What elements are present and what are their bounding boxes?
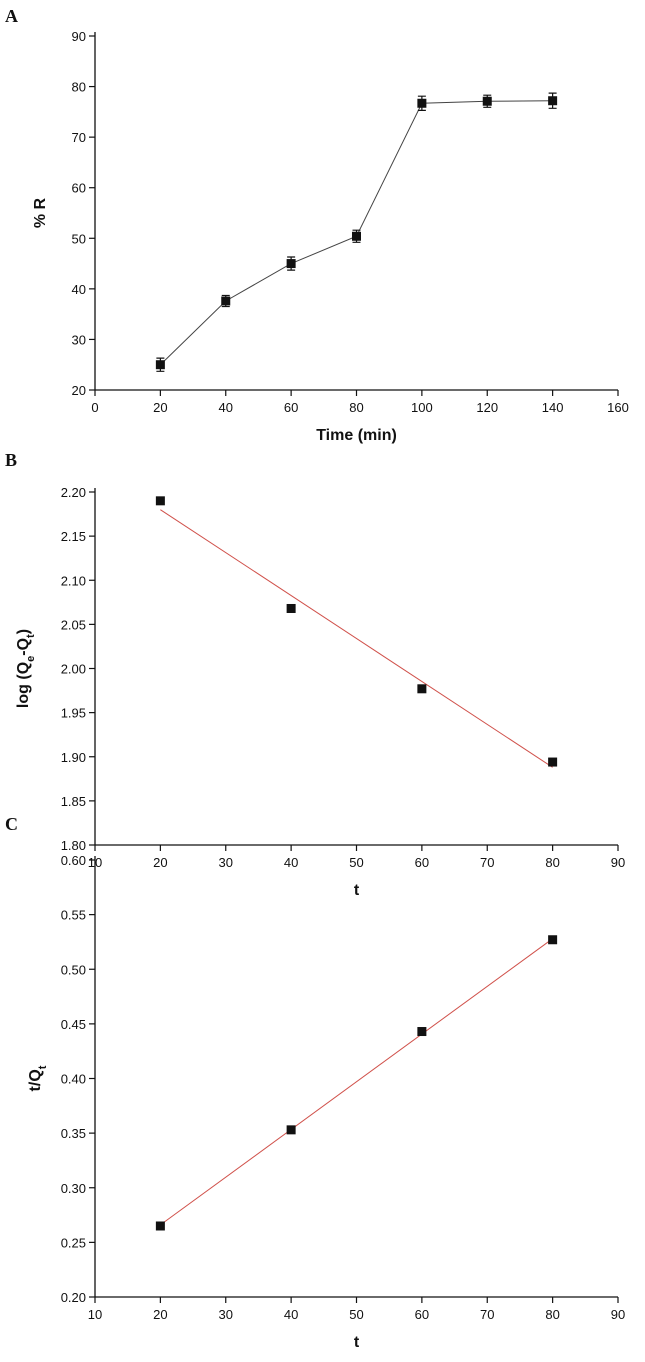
y-tick-label: 2.05 <box>61 617 86 632</box>
x-tick-label: 120 <box>476 400 498 415</box>
y-tick-label: 0.50 <box>61 962 86 977</box>
y-axis-title-part: t/Q <box>27 1069 44 1091</box>
y-axis-title-part: % R <box>32 197 49 228</box>
x-tick-label: 20 <box>153 855 167 870</box>
x-tick-label: 40 <box>219 400 233 415</box>
x-tick-label: 80 <box>349 400 363 415</box>
y-tick-label: 1.80 <box>61 838 86 853</box>
x-tick-label: 40 <box>284 855 298 870</box>
y-tick-label: 0.40 <box>61 1072 86 1087</box>
y-tick-label: 2.00 <box>61 662 86 677</box>
data-point <box>417 98 427 108</box>
x-tick-label: 60 <box>415 1307 429 1322</box>
x-tick-label: 140 <box>542 400 564 415</box>
data-point <box>482 96 492 106</box>
x-tick-label: 40 <box>284 1307 298 1322</box>
x-tick-label: 0 <box>91 400 98 415</box>
y-tick-label: 90 <box>72 29 86 44</box>
y-tick-label: 30 <box>72 332 86 347</box>
x-tick-label: 160 <box>607 400 629 415</box>
x-axis-title: t <box>354 882 360 899</box>
y-axis-title-part: t <box>25 634 37 638</box>
x-tick-label: 70 <box>480 855 494 870</box>
y-tick-label: 0.30 <box>61 1181 86 1196</box>
data-point <box>221 296 231 306</box>
x-tick-label: 30 <box>219 855 233 870</box>
y-tick-label: 2.20 <box>61 485 86 500</box>
y-tick-label: 70 <box>72 130 86 145</box>
x-tick-label: 20 <box>153 400 167 415</box>
x-tick-label: 90 <box>611 1307 625 1322</box>
x-tick-label: 60 <box>415 855 429 870</box>
y-tick-label: 20 <box>72 383 86 398</box>
y-tick-label: 2.10 <box>61 573 86 588</box>
y-tick-label: 0.60 <box>61 853 86 868</box>
x-tick-label: 20 <box>153 1307 167 1322</box>
panel-label: C <box>5 814 18 834</box>
data-point <box>548 935 558 945</box>
y-tick-label: 60 <box>72 181 86 196</box>
y-tick-label: 1.95 <box>61 706 86 721</box>
y-tick-label: 1.90 <box>61 750 86 765</box>
y-axis-title: % R <box>32 197 49 228</box>
x-axis-title: Time (min) <box>316 427 397 444</box>
fit-line <box>160 938 553 1226</box>
x-tick-label: 80 <box>545 1307 559 1322</box>
x-tick-label: 30 <box>219 1307 233 1322</box>
data-point <box>286 1125 296 1135</box>
y-tick-label: 0.35 <box>61 1126 86 1141</box>
y-tick-label: 2.15 <box>61 529 86 544</box>
fit-line <box>160 509 553 768</box>
y-tick-label: 80 <box>72 80 86 95</box>
y-tick-label: 40 <box>72 282 86 297</box>
y-axis-title: t/Qt <box>27 1065 49 1091</box>
x-tick-label: 50 <box>349 1307 363 1322</box>
y-axis-title: log (Qe-Qt) <box>15 629 37 708</box>
y-tick-label: 0.55 <box>61 908 86 923</box>
x-axis-title: t <box>354 1334 360 1351</box>
data-point <box>548 96 558 106</box>
x-tick-label: 10 <box>88 1307 102 1322</box>
y-tick-label: 1.85 <box>61 794 86 809</box>
data-point <box>417 684 427 694</box>
data-point <box>155 496 165 506</box>
data-point <box>286 603 296 613</box>
y-axis-title-part: log (Q <box>15 662 32 708</box>
y-tick-label: 0.45 <box>61 1017 86 1032</box>
data-point <box>286 259 296 269</box>
data-point <box>155 360 165 370</box>
x-tick-label: 80 <box>545 855 559 870</box>
x-tick-label: 60 <box>284 400 298 415</box>
y-tick-label: 50 <box>72 231 86 246</box>
data-point <box>548 757 558 767</box>
panel-label: A <box>5 6 18 26</box>
y-tick-label: 0.25 <box>61 1235 86 1250</box>
x-tick-label: 90 <box>611 855 625 870</box>
data-point <box>352 231 361 241</box>
x-tick-label: 70 <box>480 1307 494 1322</box>
y-tick-label: 0.20 <box>61 1290 86 1305</box>
y-axis-title-part: e <box>25 656 37 662</box>
panel-label: B <box>5 450 17 470</box>
x-tick-label: 50 <box>349 855 363 870</box>
y-axis-title-part: t <box>37 1065 49 1069</box>
y-axis-title-part: -Q <box>15 638 32 656</box>
x-tick-label: 100 <box>411 400 433 415</box>
y-axis-title-part: ) <box>15 629 32 634</box>
data-point <box>417 1027 427 1037</box>
data-point <box>155 1221 165 1231</box>
